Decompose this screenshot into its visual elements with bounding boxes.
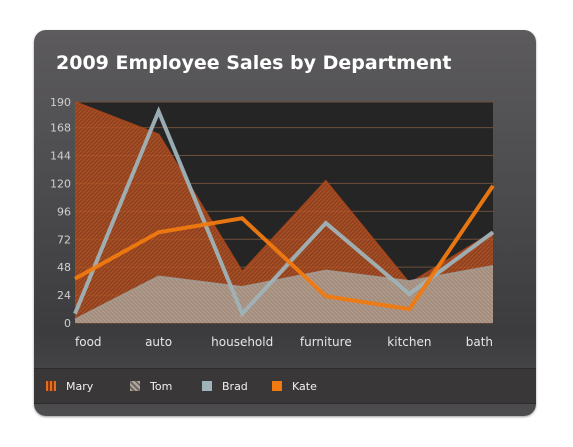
legend-swatch	[46, 381, 56, 391]
y-tick-label: 190	[50, 96, 71, 109]
chart-legend: Mary Tom Brad Kate	[34, 368, 536, 404]
chart-title: 2009 Employee Sales by Department	[56, 52, 452, 74]
y-tick-label: 48	[57, 261, 71, 274]
legend-swatch	[202, 381, 212, 391]
chart-plot: 0 24 48 72 96 120 144 168 190 food auto household fu…	[50, 96, 495, 349]
y-tick-label: 96	[57, 205, 71, 218]
legend-item-brad: Brad	[202, 379, 248, 393]
legend-swatch	[130, 381, 140, 391]
x-tick-label: furniture	[300, 335, 352, 349]
x-tick-label: auto	[145, 335, 172, 349]
y-tick-label: 144	[50, 150, 71, 163]
legend-item-mary: Mary	[46, 379, 93, 393]
x-tick-label: food	[75, 335, 102, 349]
y-tick-label: 0	[64, 317, 71, 330]
legend-label: Tom	[150, 379, 173, 393]
area-edge-tom	[74, 265, 494, 321]
y-tick-label: 72	[57, 233, 71, 246]
area-tom	[75, 266, 493, 323]
chart-card: 2009 Employee Sales by Department 0 24 48 7…	[34, 30, 536, 416]
x-tick-label: household	[211, 335, 273, 349]
line-brad	[73, 106, 495, 318]
legend-item-kate: Kate	[272, 379, 317, 393]
area-edge-mary	[74, 101, 494, 285]
y-tick-label: 120	[50, 177, 71, 190]
legend-label: Kate	[292, 379, 317, 393]
x-tick-label: kitchen	[387, 335, 431, 349]
area-mary	[75, 102, 493, 323]
legend-label: Mary	[66, 379, 94, 393]
legend-label: Brad	[222, 379, 248, 393]
x-tick-label: bath	[466, 335, 493, 349]
line-kate	[74, 184, 495, 312]
legend-swatch	[272, 381, 282, 391]
y-tick-label: 24	[57, 289, 71, 302]
legend-item-tom: Tom	[130, 379, 172, 393]
y-tick-label: 168	[50, 122, 71, 135]
